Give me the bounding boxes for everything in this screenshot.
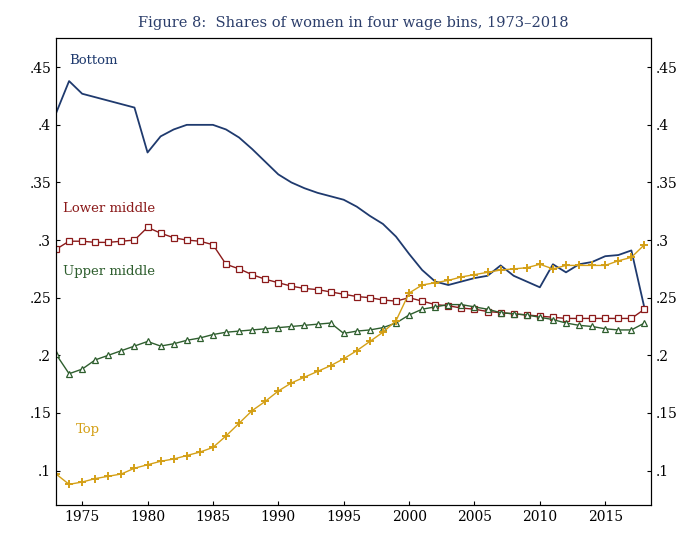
Text: Bottom: Bottom [69,54,118,67]
Text: Top: Top [76,423,99,436]
Text: Lower middle: Lower middle [62,201,155,215]
Text: Upper middle: Upper middle [62,265,155,278]
Title: Figure 8:  Shares of women in four wage bins, 1973–2018: Figure 8: Shares of women in four wage b… [138,16,569,30]
